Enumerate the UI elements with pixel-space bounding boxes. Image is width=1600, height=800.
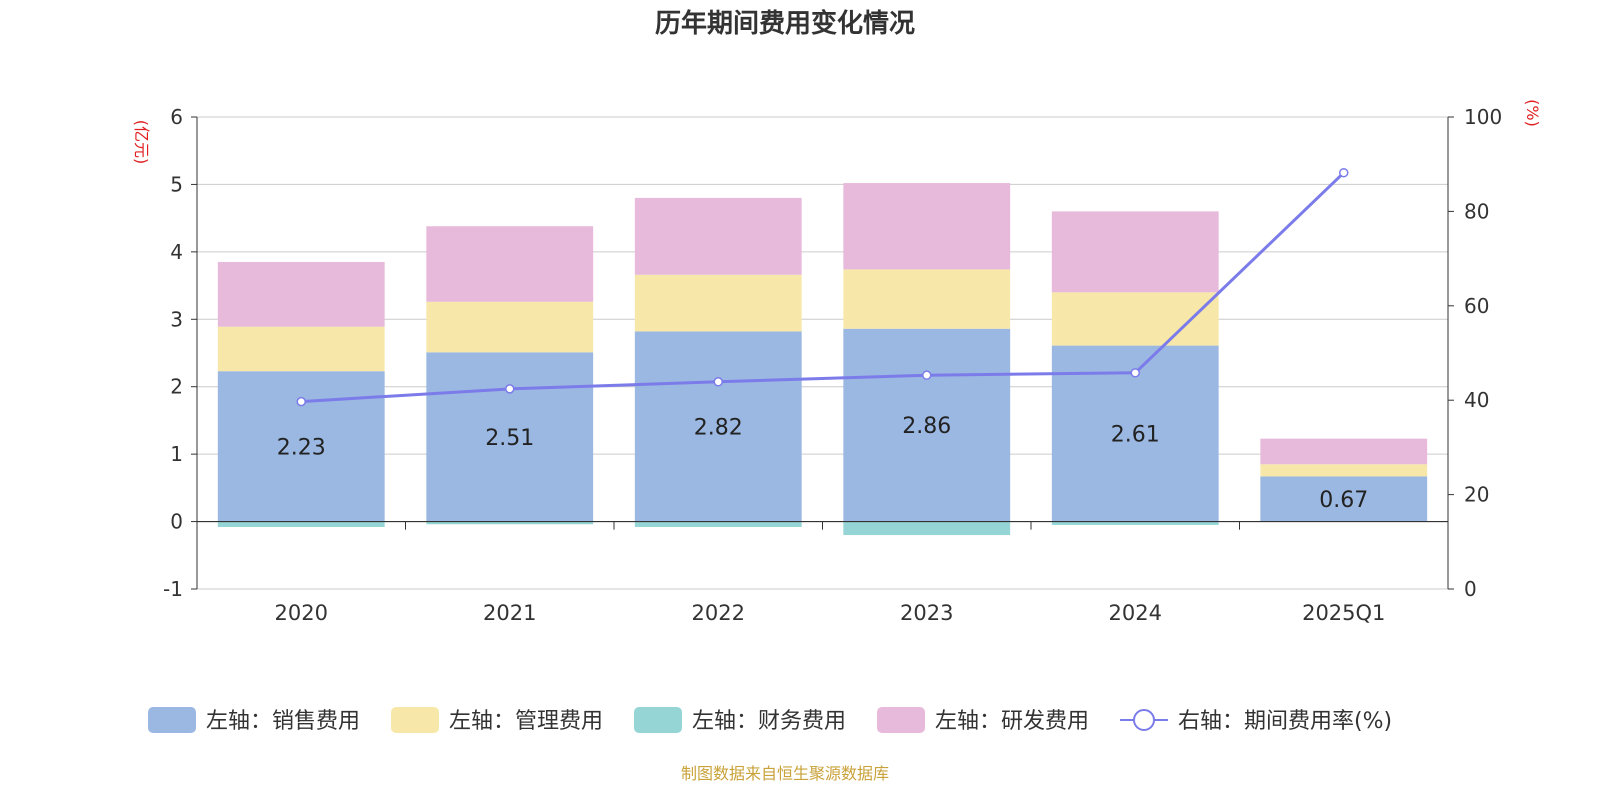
rate-point (922, 370, 932, 380)
legend-label: 左轴：研发费用 (935, 709, 1089, 734)
bar-segment (426, 521, 594, 525)
legend-item: 左轴：销售费用 (148, 707, 360, 734)
bar-segment (426, 352, 594, 522)
bar-segment (634, 521, 802, 527)
right-axis-tick-label: 20 (1464, 483, 1489, 507)
left-axis-tick-label: 3 (170, 307, 183, 331)
bar-segment (634, 331, 802, 522)
left-axis-tick-label: -1 (163, 577, 183, 601)
bar-segment (634, 274, 802, 332)
bar-segment (426, 301, 594, 353)
bar-segment (843, 183, 1011, 270)
legend-label: 左轴：销售费用 (206, 709, 360, 734)
legend: 左轴：销售费用 左轴：管理费用 左轴：财务费用 左轴：研发费用 右轴：期间费用率(%) (148, 707, 1392, 734)
right-axis-tick-label: 40 (1464, 388, 1489, 412)
bar-segment (217, 521, 385, 527)
category-label: 2020 (275, 601, 328, 625)
bar-data-label: 2.23 (277, 435, 326, 460)
rate-point (1130, 368, 1140, 378)
rate-line-series (296, 167, 1349, 407)
bar-data-label: 2.82 (694, 415, 743, 440)
category-label: 2025Q1 (1302, 601, 1385, 625)
legend-item: 左轴：研发费用 (877, 707, 1089, 734)
left-axis-tick-label: 1 (170, 442, 183, 466)
bar-segment (217, 326, 385, 372)
legend-swatch (148, 707, 196, 733)
bar-segment (1260, 438, 1428, 465)
rate-point (296, 396, 306, 407)
left-axis-tick-label: 0 (170, 510, 183, 534)
right-axis-tick-label: 100 (1464, 105, 1502, 129)
right-axis-unit: (%) (1523, 99, 1542, 127)
right-axis-tick-label: 80 (1464, 199, 1489, 223)
legend-label: 左轴：财务费用 (692, 709, 846, 734)
bar-segment (1051, 211, 1219, 293)
bar-segment (843, 328, 1011, 522)
legend-label: 左轴：管理费用 (449, 709, 603, 734)
bar-segment (217, 261, 385, 327)
category-label: 2022 (692, 601, 745, 625)
legend-item: 左轴：财务费用 (634, 707, 846, 734)
right-axis-tick-label: 0 (1464, 577, 1477, 601)
rate-line (301, 171, 1345, 404)
legend-swatch (391, 707, 439, 733)
bar-segment (426, 226, 594, 302)
left-axis-unit: (亿元) (132, 120, 151, 165)
left-axis-tick-label: 2 (170, 375, 183, 399)
legend-item: 左轴：管理费用 (391, 707, 603, 734)
bar-data-label: 2.86 (902, 414, 951, 439)
bar-series (217, 183, 1428, 536)
legend-swatch (634, 707, 682, 733)
legend-swatch (877, 707, 925, 733)
bar-data-label: 0.67 (1319, 488, 1368, 513)
category-label: 2021 (483, 601, 536, 625)
left-axis-tick-label: 6 (170, 105, 183, 129)
legend-item: 右轴：期间费用率(%) (1120, 709, 1392, 734)
bar-segment (1051, 521, 1219, 525)
rate-point (713, 377, 723, 387)
right-axis-tick-label: 60 (1464, 294, 1489, 318)
bar-segment (217, 371, 385, 522)
bar-data-label: 2.61 (1111, 423, 1160, 448)
bar-segment (1051, 292, 1219, 346)
category-label: 2024 (1109, 601, 1162, 625)
left-axis-tick-label: 5 (170, 172, 183, 196)
rate-point (505, 384, 515, 394)
bar-data-label: 2.51 (485, 426, 534, 451)
rate-point (1339, 167, 1349, 178)
bar-segment (843, 521, 1011, 536)
chart-title: 历年期间费用变化情况 (655, 8, 915, 39)
bar-segment (1260, 464, 1428, 477)
category-label: 2023 (900, 601, 953, 625)
source-note: 制图数据来自恒生聚源数据库 (681, 764, 889, 783)
bar-data-labels: 2.23 2.51 2.82 2.86 2.61 0.67 (277, 414, 1368, 513)
bar-segment (1260, 476, 1428, 522)
bar-segment (843, 269, 1011, 329)
bar-segment (634, 197, 802, 275)
left-axis-tick-label: 4 (170, 240, 183, 264)
legend-label: 右轴：期间费用率(%) (1178, 709, 1392, 734)
legend-marker-icon (1133, 709, 1155, 731)
